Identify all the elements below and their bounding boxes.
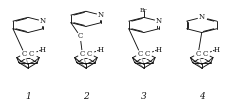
Text: N: N [40,17,46,25]
Text: 2: 2 [83,92,89,101]
Text: C: C [145,50,150,58]
Text: H: H [156,46,162,54]
Text: H: H [40,46,46,54]
Text: N: N [156,17,162,25]
Text: Br: Br [140,8,147,13]
Text: C: C [22,50,27,58]
Text: 3: 3 [141,92,147,101]
Text: 4: 4 [199,92,205,101]
Text: C: C [80,50,85,58]
Text: C: C [78,32,83,40]
Text: C: C [87,50,92,58]
Text: N: N [199,13,205,21]
Text: H: H [213,46,219,54]
Text: C: C [195,50,201,58]
Text: N: N [98,11,104,19]
Text: C: C [138,50,143,58]
Text: C: C [29,50,34,58]
Text: 1: 1 [25,92,31,101]
Text: C: C [203,50,208,58]
Text: H: H [98,46,104,54]
